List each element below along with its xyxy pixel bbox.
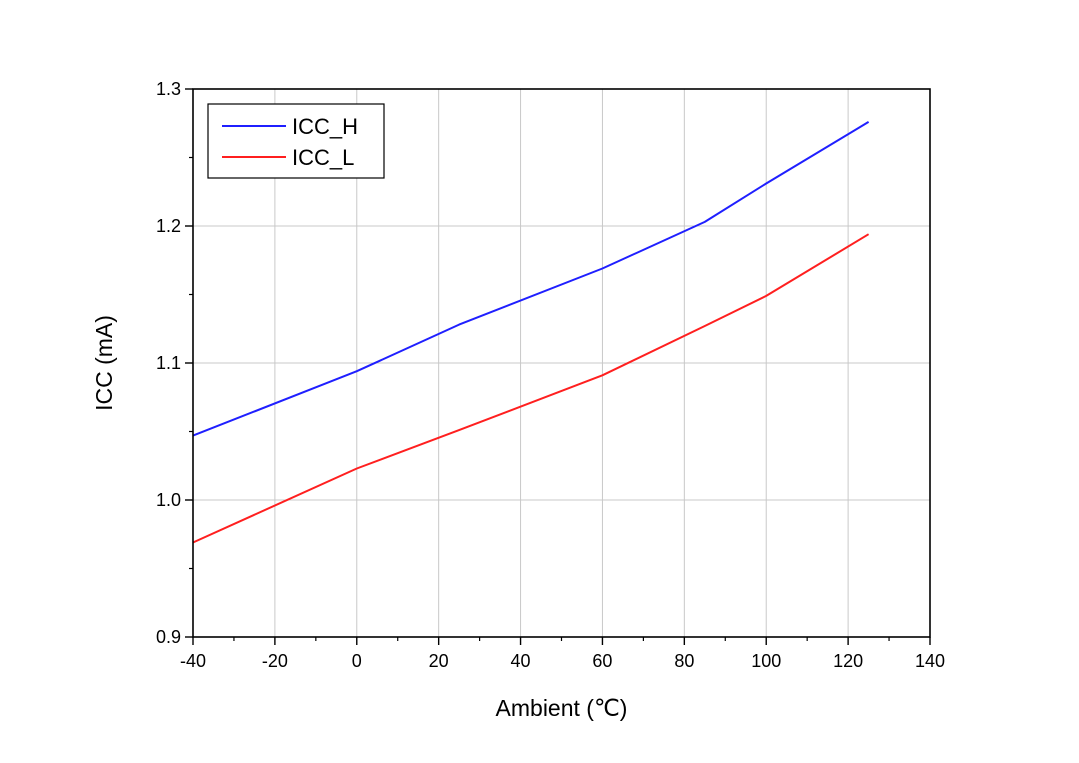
x-axis-title: Ambient (℃): [496, 695, 628, 721]
series-lines: [192, 121, 870, 544]
x-tick-label: 60: [592, 651, 612, 671]
y-tick-labels: 0.9 1.0 1.1 1.2 1.3: [156, 79, 181, 647]
y-tick-label: 1.3: [156, 79, 181, 99]
y-axis-title: ICC (mA): [91, 315, 117, 411]
x-tick-label: 40: [511, 651, 531, 671]
x-tick-label: -40: [180, 651, 206, 671]
y-tick-label: 1.0: [156, 490, 181, 510]
x-tick-label: 0: [352, 651, 362, 671]
ticks: [185, 88, 931, 645]
y-tick-label: 1.1: [156, 353, 181, 373]
grid: [193, 89, 930, 637]
x-tick-label: 100: [751, 651, 781, 671]
y-tick-label: 1.2: [156, 216, 181, 236]
legend: ICC_H ICC_L: [207, 103, 385, 179]
y-tick-label: 0.9: [156, 627, 181, 647]
x-tick-label: 80: [674, 651, 694, 671]
series-line-icc-l: [192, 233, 870, 544]
x-tick-labels: -40 -20 0 20 40 60 80 100 120 140: [180, 651, 945, 671]
legend-label-icc-l: ICC_L: [292, 145, 354, 170]
series-line-icc-h: [192, 121, 870, 437]
x-tick-label: 120: [833, 651, 863, 671]
x-tick-label: 20: [429, 651, 449, 671]
x-tick-label: 140: [915, 651, 945, 671]
x-tick-label: -20: [262, 651, 288, 671]
legend-label-icc-h: ICC_H: [292, 114, 358, 139]
legend-box: [207, 103, 385, 179]
